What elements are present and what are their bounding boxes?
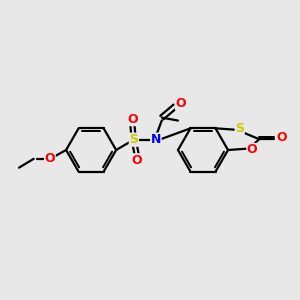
Text: O: O <box>247 143 257 157</box>
Text: S: S <box>235 122 244 135</box>
Text: O: O <box>276 131 286 144</box>
Text: N: N <box>151 133 161 146</box>
Text: S: S <box>129 133 138 146</box>
Text: O: O <box>45 152 55 165</box>
Text: O: O <box>127 112 138 126</box>
Text: O: O <box>131 154 142 167</box>
Text: O: O <box>176 97 186 110</box>
